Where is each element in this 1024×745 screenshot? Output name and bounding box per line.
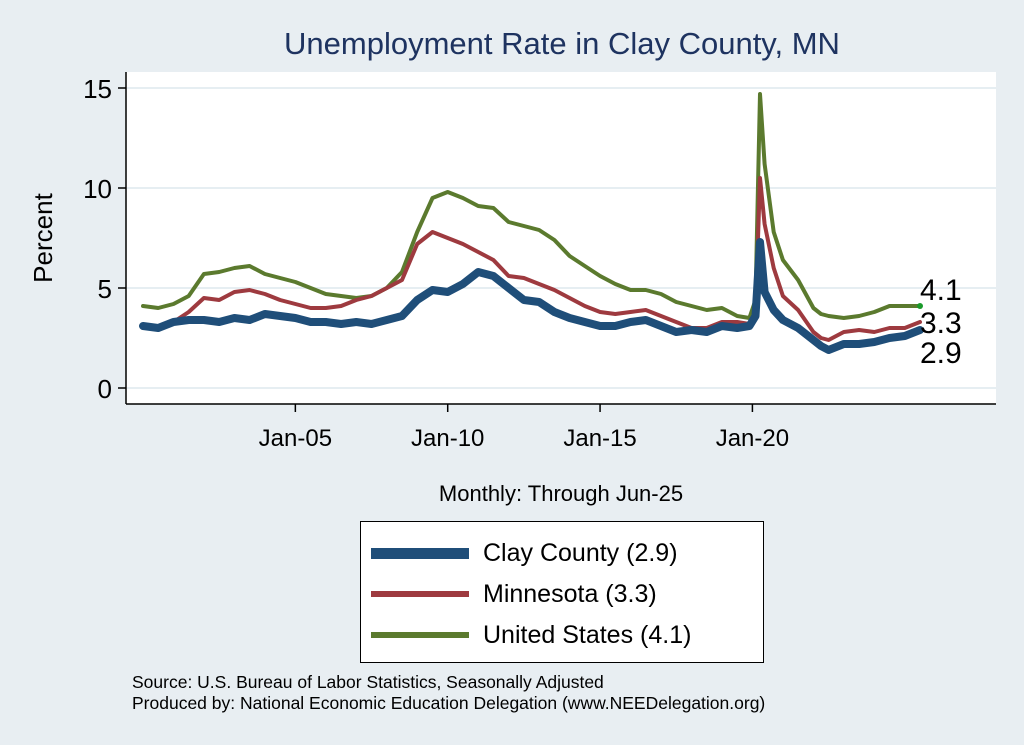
legend: Clay County (2.9) Minnesota (3.3) United… [360,521,764,663]
x-tick-label: Jan-05 [259,425,332,452]
grid-layer [126,87,996,389]
x-tick-label: Jan-20 [716,425,789,452]
source-line: Source: U.S. Bureau of Labor Statistics,… [132,672,604,692]
y-axis-label: Percent [28,192,58,282]
x-tick-label: Jan-15 [563,425,636,452]
plot-area [126,72,996,404]
series-layer [139,92,924,354]
end-label-minnesota: 3.3 [920,307,962,340]
end-point-marker [917,303,923,309]
chart-title: Unemployment Rate in Clay County, MN [284,26,840,61]
y-tick-label: 0 [98,374,112,404]
legend-item-united-states: United States (4.1) [371,618,691,652]
y-tick-label: 15 [83,74,112,104]
series-line-minnesota [141,176,922,342]
legend-label-clay-county: Clay County (2.9) [483,538,678,567]
legend-item-clay-county: Clay County (2.9) [371,536,678,570]
produced-by-line: Produced by: National Economic Education… [132,693,766,713]
legend-item-minnesota: Minnesota (3.3) [371,577,657,611]
y-axis: 0 5 10 15 [83,74,126,404]
y-tick-label: 5 [98,274,112,304]
legend-swatch-clay-county [371,547,469,559]
source-note: Source: U.S. Bureau of Labor Statistics,… [132,672,765,714]
x-axis: Jan-05 Jan-10 Jan-15 Jan-20 [259,404,789,452]
end-labels: 4.13.32.9 [920,274,962,370]
legend-label-minnesota: Minnesota (3.3) [483,579,657,608]
series-line-clay-county [139,238,924,354]
legend-swatch-united-states [371,632,469,638]
end-label-united-states: 4.1 [920,274,962,307]
series-line-united-states [141,92,922,320]
end-label-clay-county: 2.9 [920,337,962,370]
x-tick-label: Jan-10 [411,425,484,452]
legend-swatch-minnesota [371,591,469,597]
y-tick-label: 10 [83,174,112,204]
x-axis-label: Monthly: Through Jun-25 [439,481,683,506]
legend-label-united-states: United States (4.1) [483,620,692,649]
